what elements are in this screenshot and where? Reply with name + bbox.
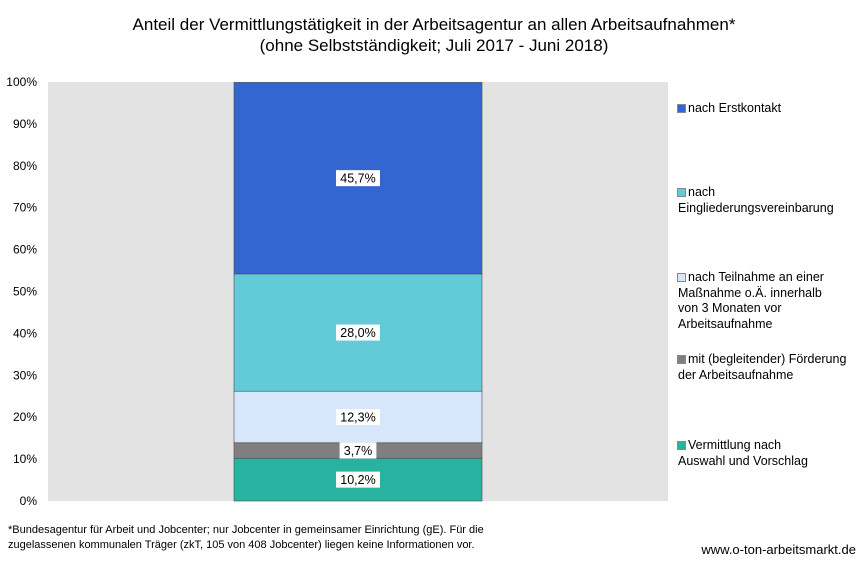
legend-label-line: nach Erstkontakt xyxy=(677,101,866,117)
y-tick-label: 40% xyxy=(13,326,37,340)
data-label-box xyxy=(339,442,377,459)
y-tick-label: 100% xyxy=(6,75,37,89)
y-tick-label: 0% xyxy=(20,494,38,508)
data-label: 3,7% xyxy=(344,444,373,458)
legend-swatch-icon xyxy=(677,188,686,197)
legend-label-line: Eingliederungsvereinbarung xyxy=(678,201,866,217)
source-url: www.o-ton-arbeitsmarkt.de xyxy=(701,542,856,557)
legend-label-line: nach Teilnahme an einer xyxy=(677,270,866,286)
legend-swatch-icon xyxy=(677,273,686,282)
legend-label-line: Auswahl und Vorschlag xyxy=(678,454,866,470)
legend-label-line: Vermittlung nach xyxy=(677,438,866,454)
legend-swatch-icon xyxy=(677,355,686,364)
legend-item: nach Teilnahme an einer Maßnahme o.Ä. inn… xyxy=(677,270,866,333)
data-label-box xyxy=(336,324,380,341)
y-tick-label: 20% xyxy=(13,410,37,424)
legend-label-line: nach xyxy=(677,185,866,201)
y-tick-label: 60% xyxy=(13,243,37,257)
legend-label-text: Arbeitsaufnahme xyxy=(678,316,773,331)
legend-label-line: von 3 Monaten vor xyxy=(678,301,866,317)
legend-label-line: Arbeitsaufnahme xyxy=(678,317,866,333)
data-label: 28,0% xyxy=(340,326,375,340)
legend-label-text: der Arbeitsaufnahme xyxy=(678,367,794,382)
legend-label-text: Vermittlung nach xyxy=(688,438,782,452)
y-tick-label: 10% xyxy=(13,452,37,466)
legend-label-text: Maßnahme o.Ä. innerhalb xyxy=(678,285,822,300)
y-tick-label: 30% xyxy=(13,368,37,382)
legend-label-line: der Arbeitsaufnahme xyxy=(678,368,866,384)
data-label: 10,2% xyxy=(340,473,375,487)
legend-label-text: Auswahl und Vorschlag xyxy=(678,453,808,468)
y-tick-label: 80% xyxy=(13,159,37,173)
legend-label-text: nach Teilnahme an einer xyxy=(688,270,824,284)
y-tick-label: 90% xyxy=(13,117,37,131)
footnote: *Bundesagentur für Arbeit und Jobcenter;… xyxy=(8,523,568,553)
legend-label-line: Maßnahme o.Ä. innerhalb xyxy=(678,286,866,302)
legend-swatch-icon xyxy=(677,104,686,113)
legend-swatch-icon xyxy=(677,441,686,450)
chart-title-block: Anteil der Vermittlungstätigkeit in der … xyxy=(0,14,868,56)
y-tick-label: 70% xyxy=(13,201,37,215)
legend-item: mit (begleitender) Förderung der Arbeitsa… xyxy=(677,352,866,384)
legend-label-text: Eingliederungsvereinbarung xyxy=(678,200,834,215)
legend-label-line: mit (begleitender) Förderung xyxy=(677,352,866,368)
chart-subtitle: (ohne Selbstständigkeit; Juli 2017 - Jun… xyxy=(259,36,609,55)
legend-label-text: nach Erstkontakt xyxy=(688,101,782,115)
legend-label-text: mit (begleitender) Förderung xyxy=(688,352,847,366)
data-label-box xyxy=(336,408,380,425)
data-label: 12,3% xyxy=(340,410,375,424)
legend-label-text: von 3 Monaten vor xyxy=(678,301,782,315)
data-label-box xyxy=(336,170,380,187)
y-tick-label: 50% xyxy=(13,285,37,299)
footnote-line-2: zugelassenen kommunalen Träger (zkT, 105… xyxy=(8,539,475,551)
legend-item: nach Erstkontakt xyxy=(677,101,866,117)
data-label: 45,7% xyxy=(340,172,375,186)
chart-title: Anteil der Vermittlungstätigkeit in der … xyxy=(132,15,736,34)
legend-label-text: nach xyxy=(688,185,716,199)
footnote-line-1: *Bundesagentur für Arbeit und Jobcenter;… xyxy=(8,524,484,536)
legend-item: nach Eingliederungsvereinbarung xyxy=(677,185,866,217)
data-label-box xyxy=(336,471,380,488)
legend-item: Vermittlung nach Auswahl und Vorschlag xyxy=(677,438,866,470)
